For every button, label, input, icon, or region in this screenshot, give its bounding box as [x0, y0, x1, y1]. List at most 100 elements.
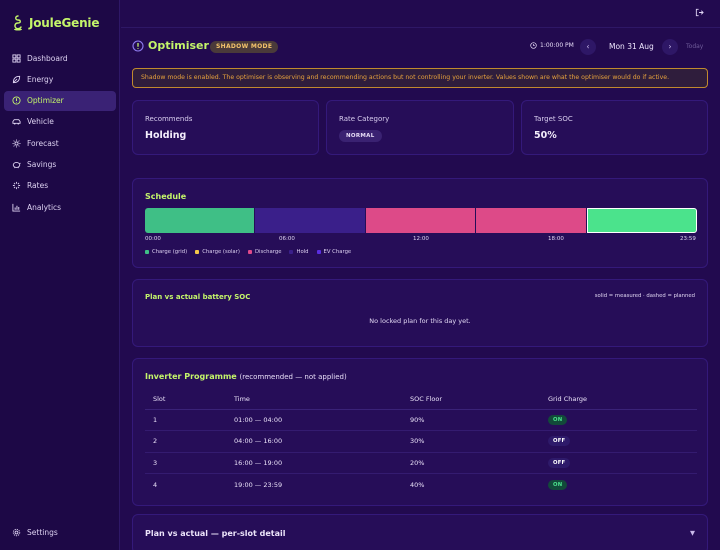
- legend-label: Charge (solar): [202, 249, 240, 255]
- tick-label: 00:00: [145, 236, 161, 242]
- sidebar-item-vehicle[interactable]: Vehicle: [4, 112, 116, 132]
- tick-label: 12:00: [413, 236, 429, 242]
- soc-plan-card: Plan vs actual battery SOC solid = measu…: [132, 279, 708, 347]
- bar-chart-icon: [12, 203, 21, 212]
- schedule-segment[interactable]: [365, 208, 477, 233]
- legend-swatch: [195, 250, 200, 254]
- zap-icon: [12, 182, 21, 190]
- column-header: Slot: [145, 389, 226, 410]
- rate-category-card: Rate Category NORMAL: [326, 100, 514, 155]
- legend-swatch: [247, 250, 252, 254]
- recommends-label: Recommends: [145, 115, 193, 123]
- inverter-programme-card: Inverter Programme (recommended — not ap…: [132, 358, 708, 506]
- soc-plan-empty-message: No locked plan for this day yet.: [369, 317, 471, 325]
- sidebar-item-energy[interactable]: Energy: [4, 69, 116, 89]
- schedule-segment[interactable]: [145, 208, 256, 233]
- schedule-segment[interactable]: [476, 208, 587, 233]
- today-button[interactable]: Today: [686, 43, 704, 50]
- shadow-mode-banner: Shadow mode is enabled. The optimiser is…: [132, 68, 708, 88]
- tick-label: 23:59: [680, 236, 696, 242]
- current-time: 1:00:00 PM: [540, 42, 574, 49]
- chevron-left-icon: ‹: [586, 42, 590, 51]
- slot-cell: 2: [145, 430, 226, 453]
- sidebar-item-analytics[interactable]: Analytics: [4, 197, 116, 217]
- chevron-down-icon: ▼: [690, 529, 695, 537]
- grid-charge-badge: OFF: [548, 457, 571, 468]
- target-soc-card: Target SOC 50%: [521, 100, 708, 155]
- table-row: 1 01:00 — 04:00 90% ON: [145, 409, 697, 431]
- prev-day-button[interactable]: ‹: [580, 39, 596, 55]
- sidebar-item-settings[interactable]: Settings: [4, 522, 116, 542]
- sidebar-item-label: Energy: [27, 74, 54, 84]
- sidebar-item-label: Settings: [27, 527, 58, 537]
- page-title: Optimiser: [148, 39, 209, 52]
- inverter-subtitle: (recommended — not applied): [239, 373, 347, 381]
- column-header: SOC Floor: [402, 389, 540, 410]
- grid-charge-badge: OFF: [548, 436, 571, 447]
- logout-icon[interactable]: [695, 8, 704, 17]
- per-slot-detail-title: Plan vs actual — per-slot detail: [145, 529, 286, 538]
- table-row: 4 19:00 — 23:59 40% ON: [145, 474, 697, 496]
- top-bar: [121, 0, 720, 28]
- target-soc-value: 50%: [534, 130, 557, 141]
- gear-icon: [12, 528, 21, 536]
- sidebar-item-label: Savings: [27, 159, 57, 169]
- legend-item: Discharge: [247, 249, 282, 255]
- sun-icon: [12, 139, 21, 148]
- sidebar-item-forecast[interactable]: Forecast: [4, 133, 116, 153]
- grid-charge-cell: OFF: [540, 452, 697, 474]
- schedule-legend: Charge (grid) Charge (solar) Discharge H…: [145, 249, 351, 255]
- column-header: Grid Charge: [540, 389, 697, 410]
- legend-item: Charge (grid): [145, 249, 187, 255]
- soc-floor-cell: 90%: [402, 409, 540, 431]
- sidebar-item-savings[interactable]: Savings: [4, 154, 116, 174]
- column-header: Time: [226, 389, 402, 410]
- schedule-bar[interactable]: [145, 208, 697, 233]
- tick-label: 06:00: [279, 236, 295, 242]
- sidebar: JouleGenie Dashboard Energy Optimizer Ve…: [0, 0, 120, 550]
- sidebar-settings: Settings: [4, 522, 116, 543]
- grid-charge-cell: OFF: [540, 430, 697, 453]
- shadow-mode-badge: SHADOW MODE: [210, 41, 279, 53]
- piggy-bank-icon: [12, 161, 21, 169]
- inverter-title-text: Inverter Programme: [145, 372, 237, 381]
- legend-item: Charge (solar): [195, 249, 240, 255]
- inverter-programme-table: Slot Time SOC Floor Grid Charge 1 01:00 —…: [145, 389, 697, 495]
- table-row: 3 16:00 — 19:00 20% OFF: [145, 452, 697, 474]
- sidebar-item-dashboard[interactable]: Dashboard: [4, 48, 116, 68]
- tick-label: 18:00: [548, 236, 564, 242]
- time-cell: 04:00 — 16:00: [226, 430, 402, 453]
- app-logo[interactable]: JouleGenie: [12, 15, 99, 31]
- soc-floor-cell: 20%: [402, 452, 540, 474]
- legend-label: Hold: [296, 249, 309, 255]
- sidebar-item-rates[interactable]: Rates: [4, 176, 116, 196]
- schedule-segment[interactable]: [255, 208, 366, 233]
- rate-category-label: Rate Category: [339, 115, 390, 123]
- sidebar-item-label: Rates: [27, 181, 49, 191]
- current-date: Mon 31 Aug: [609, 42, 654, 51]
- optimizer-icon: [132, 40, 144, 52]
- clock-icon: [530, 42, 537, 49]
- rate-category-badge: NORMAL: [339, 130, 382, 142]
- time-cell: 01:00 — 04:00: [226, 409, 402, 431]
- per-slot-detail-toggle[interactable]: Plan vs actual — per-slot detail ▼: [132, 514, 708, 550]
- soc-floor-cell: 30%: [402, 430, 540, 453]
- schedule-segment[interactable]: [586, 208, 697, 233]
- legend-swatch: [145, 250, 149, 254]
- legend-item: Hold: [289, 249, 309, 255]
- sidebar-item-label: Optimizer: [27, 96, 64, 106]
- sidebar-item-label: Forecast: [27, 138, 59, 148]
- schedule-title: Schedule: [145, 192, 187, 201]
- soc-plan-note: solid = measured · dashed = planned: [594, 293, 695, 299]
- legend-item: EV Charge: [316, 249, 352, 255]
- time-cell: 19:00 — 23:59: [234, 480, 283, 489]
- grid-charge-cell: ON: [540, 474, 697, 496]
- legend-swatch: [316, 250, 321, 254]
- soc-plan-title: Plan vs actual battery SOC: [145, 293, 251, 301]
- legend-label: EV Charge: [323, 249, 352, 255]
- sidebar-item-optimizer[interactable]: Optimizer: [4, 90, 116, 111]
- legend-label: Discharge: [254, 249, 282, 255]
- next-day-button[interactable]: ›: [662, 39, 678, 55]
- schedule-card: Schedule 00:00 06:00 12:00 18:00 23:59 C…: [132, 178, 708, 268]
- page-header: Optimiser SHADOW MODE 1:00:00 PM ‹ Mon 3…: [132, 36, 708, 58]
